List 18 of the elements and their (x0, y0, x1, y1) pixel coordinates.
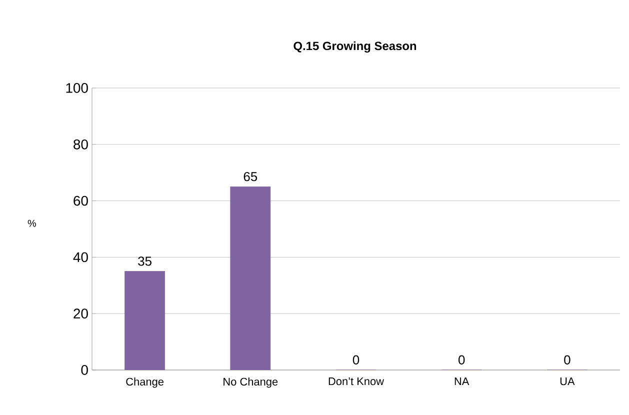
y-tick-label: 80 (74, 139, 88, 150)
y-tick-label: 100 (66, 83, 88, 93)
x-tick-label: No Change (224, 378, 278, 388)
chart-title: Q.15 Growing Season (294, 41, 416, 53)
y-tick-label: 0 (81, 365, 88, 375)
data-label: 0 (352, 355, 360, 364)
x-tick-label: UA (560, 378, 575, 386)
x-tick-label: Don’t Know (328, 378, 384, 386)
data-label: 0 (458, 355, 465, 364)
x-tick-label: NA (454, 378, 470, 386)
data-label: 65 (244, 172, 258, 182)
y-tick-label: 40 (73, 252, 88, 262)
y-tick-label: 60 (74, 196, 88, 206)
data-label: 0 (564, 355, 570, 364)
data-label: 35 (138, 256, 152, 266)
y-axis-title: % (28, 220, 36, 227)
y-tick-label: 20 (74, 308, 88, 319)
x-tick-label: Change (126, 378, 164, 388)
